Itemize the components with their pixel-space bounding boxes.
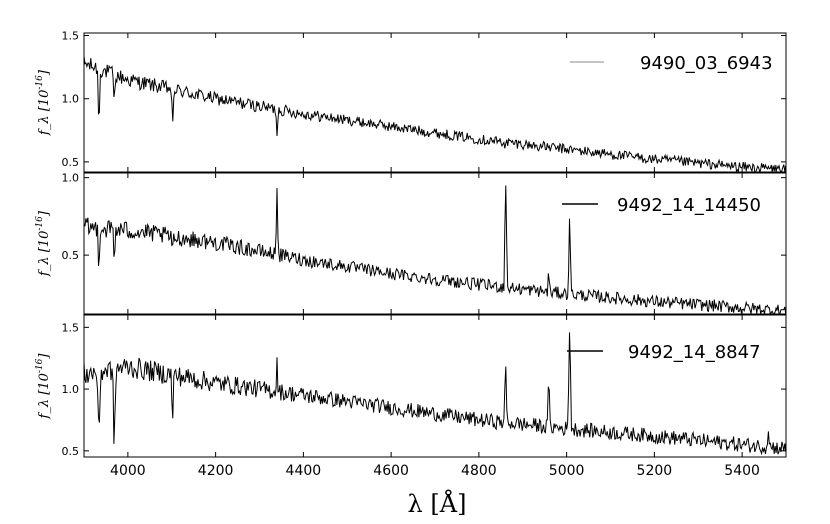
y-tick-label: 0.5 <box>62 445 80 458</box>
legend: 9490_03_6943 <box>570 53 773 74</box>
spectrum-line <box>83 185 787 316</box>
y-axis-label: f_λ [10-16] <box>35 210 52 277</box>
legend-label: 9490_03_6943 <box>640 53 773 74</box>
legend-label: 9492_14_8847 <box>628 342 761 363</box>
x-axis-label: λ [Å] <box>408 489 467 518</box>
spectrum-line <box>83 332 787 456</box>
y-tick-label: 1.0 <box>62 172 80 185</box>
y-tick-label: 1.5 <box>62 321 80 334</box>
spectrum-panel-1: 0.5 1.0 1.5 f_λ [10-16] 9490_03_6943 <box>35 30 787 174</box>
y-axis-label: f_λ [10-16] <box>35 69 52 136</box>
spectrum-line <box>83 56 787 174</box>
legend: 9492_14_8847 <box>567 342 761 363</box>
x-tick-label: 5200 <box>637 463 673 479</box>
y-tick-label: 1.5 <box>62 30 80 43</box>
panel-frame <box>83 32 787 173</box>
x-tick-label: 4000 <box>110 463 146 479</box>
legend-label: 9492_14_14450 <box>617 195 761 216</box>
x-tick-label: 4400 <box>286 463 322 479</box>
spectrum-panel-2: 0.5 1.0 f_λ [10-16] 9492_14_14450 <box>35 172 787 316</box>
spectrum-panel-3: 0.5 1.0 1.5 f_λ [10-16] 9492_14_8847 <box>35 314 787 458</box>
x-tick-label: 4600 <box>373 463 409 479</box>
panel-frame <box>83 172 787 315</box>
y-tick-label: 1.0 <box>62 383 80 396</box>
x-axis-ticks: 4000 4200 4400 4600 4800 5000 5200 5400 <box>110 463 760 479</box>
panel-frame <box>83 314 787 458</box>
x-tick-label: 4200 <box>198 463 234 479</box>
y-tick-label: 0.5 <box>62 249 80 262</box>
x-tick-label: 4800 <box>461 463 497 479</box>
legend: 9492_14_14450 <box>562 195 761 216</box>
y-tick-label: 1.0 <box>62 93 80 106</box>
y-axis-label: f_λ [10-16] <box>35 353 52 420</box>
x-tick-label: 5000 <box>549 463 585 479</box>
y-tick-label: 0.5 <box>62 156 80 169</box>
x-tick-label: 5400 <box>724 463 760 479</box>
